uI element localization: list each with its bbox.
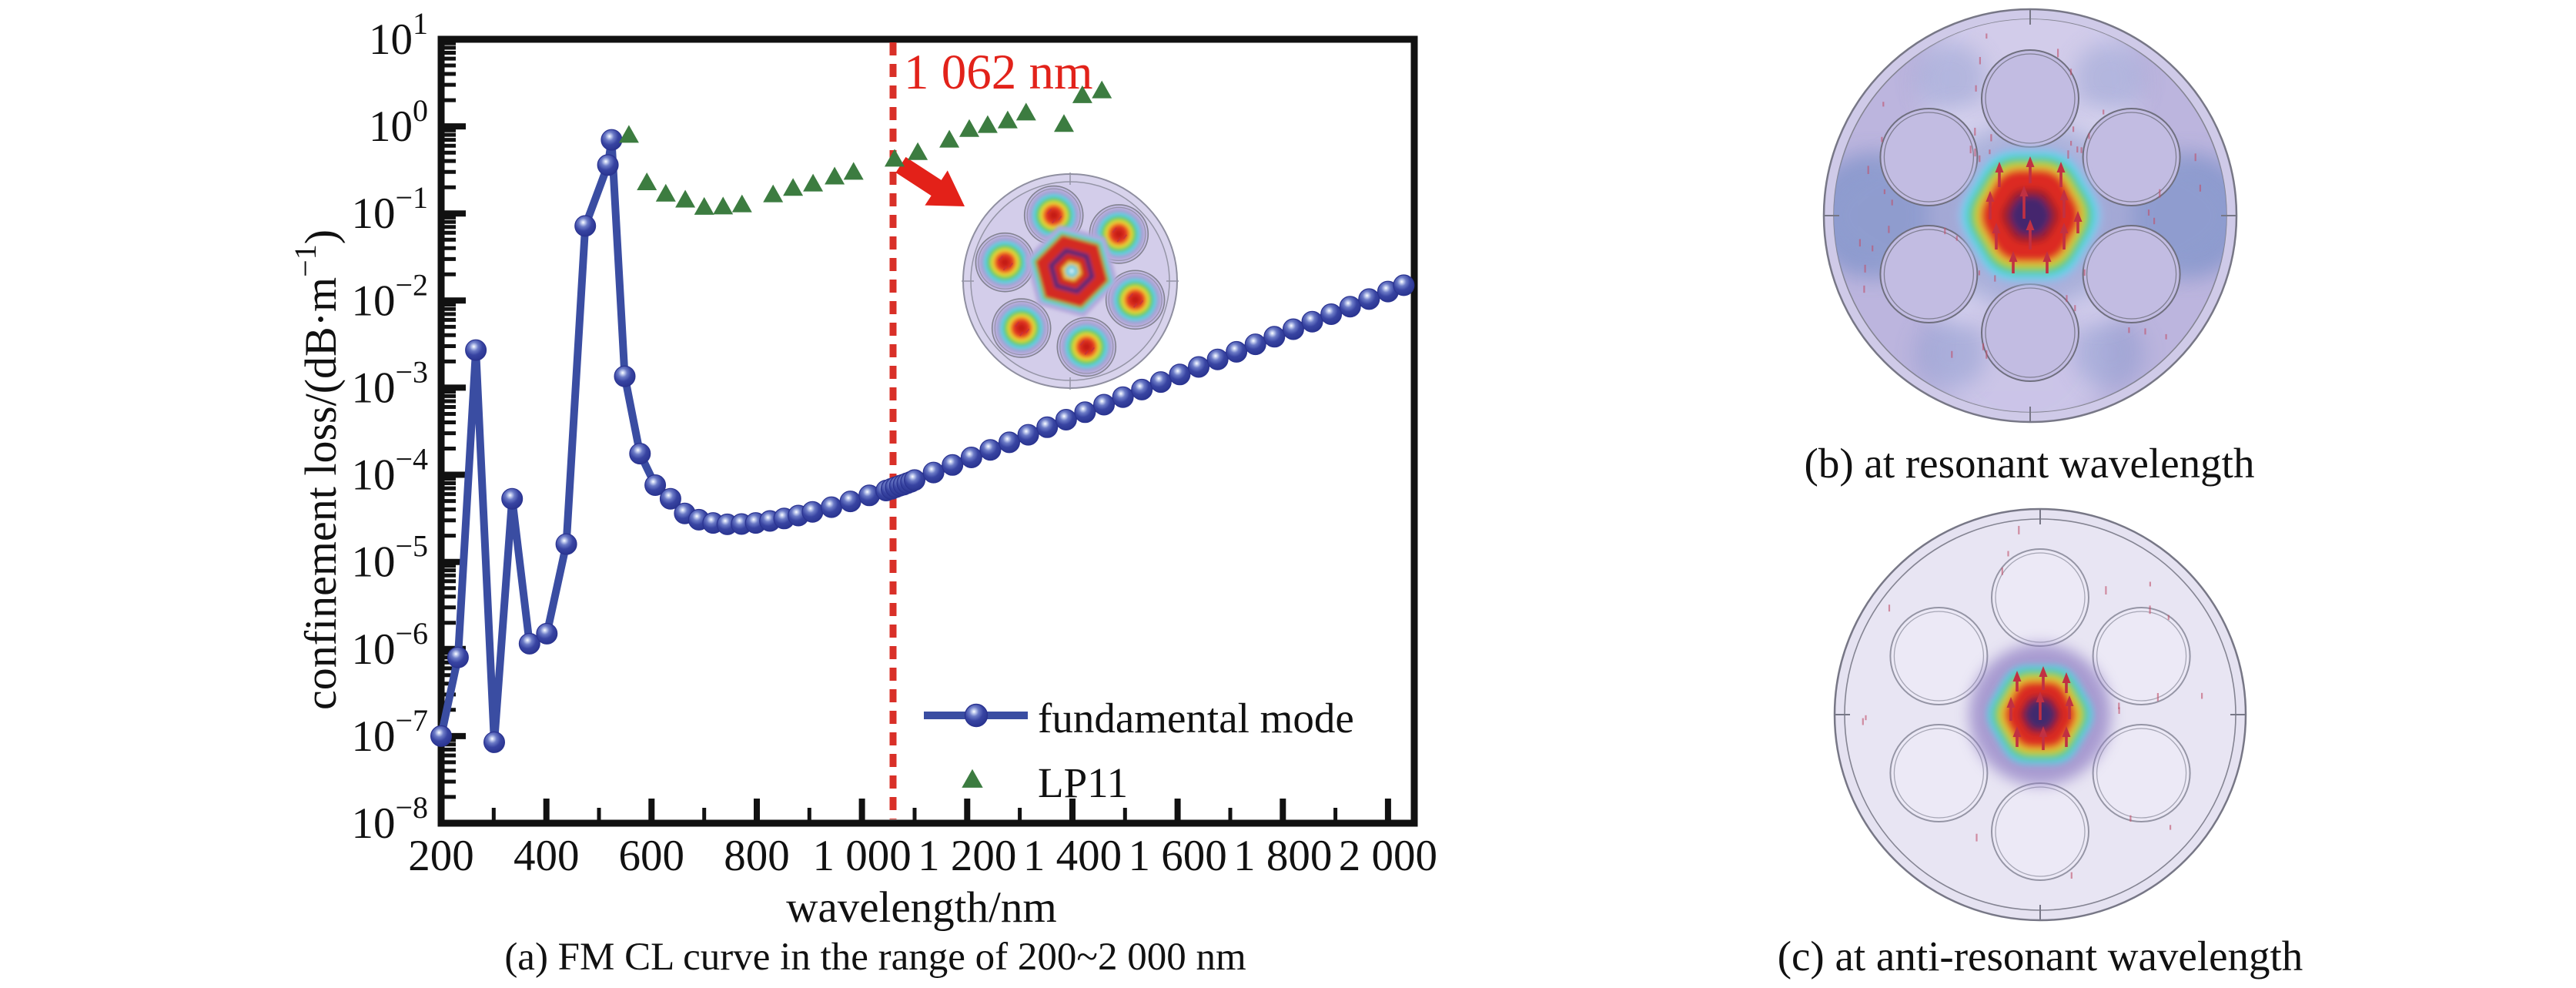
svg-text:400: 400: [514, 832, 580, 880]
svg-text:2 000: 2 000: [1339, 832, 1437, 880]
svg-text:1 200: 1 200: [918, 832, 1016, 880]
svg-text:(c) at anti-resonant wavelengt: (c) at anti-resonant wavelength: [1778, 933, 2303, 980]
svg-text:10−4: 10−4: [351, 442, 428, 500]
svg-text:fundamental mode: fundamental mode: [1038, 695, 1354, 742]
svg-text:1 600: 1 600: [1128, 832, 1226, 880]
svg-text:100: 100: [369, 93, 428, 151]
svg-text:800: 800: [724, 832, 790, 880]
svg-text:10−2: 10−2: [351, 267, 428, 325]
svg-text:10−6: 10−6: [351, 616, 428, 674]
svg-text:(b) at resonant wavelength: (b) at resonant wavelength: [1805, 440, 2255, 487]
svg-text:10−1: 10−1: [351, 180, 428, 238]
svg-text:wavelength/nm: wavelength/nm: [786, 883, 1056, 932]
svg-text:101: 101: [369, 6, 428, 64]
svg-text:1 062 nm: 1 062 nm: [904, 45, 1093, 100]
svg-text:confinement loss/(dB·m−1): confinement loss/(dB·m−1): [288, 229, 346, 710]
svg-text:LP11: LP11: [1038, 759, 1128, 806]
svg-text:10−7: 10−7: [351, 703, 428, 761]
svg-text:1 800: 1 800: [1233, 832, 1332, 880]
svg-text:(a) FM CL curve in the range o: (a) FM CL curve in the range of 200~2 00…: [504, 936, 1246, 979]
svg-text:10−5: 10−5: [351, 529, 428, 587]
svg-text:10−3: 10−3: [351, 354, 428, 412]
svg-text:200: 200: [408, 832, 474, 880]
svg-text:600: 600: [619, 832, 685, 880]
svg-text:1 400: 1 400: [1023, 832, 1122, 880]
svg-text:1 000: 1 000: [812, 832, 911, 880]
